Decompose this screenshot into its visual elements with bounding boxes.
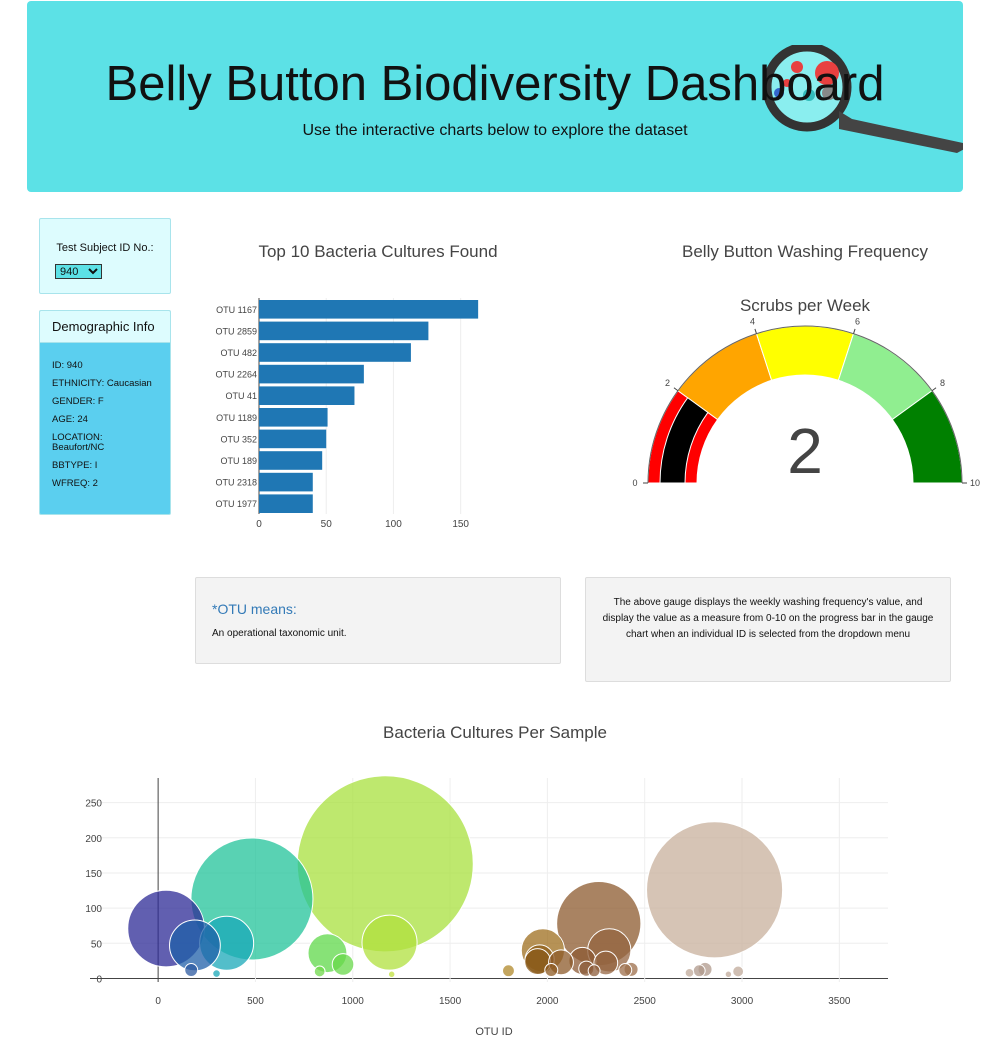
bubble-x-tick: 1000 (342, 996, 365, 1007)
bar (259, 343, 411, 362)
bubble-x-tick: 0 (155, 996, 161, 1007)
bar-x-tick: 0 (256, 519, 262, 530)
gauge-tick-label: 4 (750, 316, 755, 326)
gauge-tick (673, 387, 679, 392)
bar-category-label: OTU 2859 (215, 326, 257, 336)
gauge-note: The above gauge displays the weekly wash… (585, 577, 951, 682)
bar-x-tick: 100 (385, 519, 402, 530)
bubble-point (646, 821, 784, 959)
demo-location: LOCATION: Beaufort/NC (52, 432, 105, 453)
bubble-x-tick: 3000 (731, 996, 754, 1007)
bar-x-tick: 50 (321, 519, 333, 530)
bubble-y-tick: 200 (85, 834, 102, 845)
bar-category-label: OTU 1189 (216, 413, 257, 423)
subject-id-select[interactable]: 940 (55, 264, 102, 279)
subject-selector-panel: Test Subject ID No.: 940 (39, 218, 171, 294)
bar-category-label: OTU 2264 (215, 370, 257, 380)
gauge-value-bar (659, 397, 709, 484)
gauge-value: 2 (787, 415, 823, 487)
bubble-y-tick: 100 (85, 904, 102, 915)
page-title: Belly Button Biodiversity Dashboard (105, 57, 885, 111)
gauge-tick (754, 328, 757, 334)
bubble-chart: Bacteria Cultures Per Sample OTU ID 0 50 1… (85, 723, 888, 1038)
bar (259, 364, 364, 384)
gauge-chart-title: Belly Button Washing Frequency (682, 242, 928, 261)
bubble-point (587, 964, 601, 978)
subject-selector-label: Test Subject ID No.: (56, 242, 154, 254)
bubble-point (387, 970, 396, 979)
bar (259, 429, 327, 449)
bubble-point (724, 970, 733, 979)
gauge-tick-label: 2 (665, 378, 670, 388)
bar-category-label: OTU 189 (220, 456, 257, 466)
bubble-x-tick: 2500 (634, 996, 657, 1007)
magnifier-icon (762, 45, 963, 153)
bubble-y-tick: 250 (85, 799, 102, 810)
bubble-point (313, 965, 326, 978)
gauge-tick-label: 6 (855, 316, 860, 326)
bubble-point (692, 964, 706, 978)
bubble-x-tick: 1500 (439, 996, 462, 1007)
bar-category-label: OTU 482 (220, 348, 257, 358)
gauge-note-text: The above gauge displays the weekly wash… (602, 597, 934, 640)
page-subtitle: Use the interactive charts below to expl… (302, 122, 688, 139)
otu-note-title: *OTU means: (212, 601, 297, 617)
bubble-point (684, 968, 695, 978)
bubble-point (502, 964, 515, 978)
gauge-border (647, 325, 963, 484)
gauge-tick (853, 328, 856, 334)
bubble-y-tick: 150 (85, 869, 102, 880)
bar-category-label: OTU 2318 (215, 478, 257, 488)
bubble-point (184, 963, 199, 978)
demo-gender: GENDER: F (52, 396, 104, 407)
bubble-point (331, 953, 355, 976)
bubble-point (361, 914, 418, 971)
bubble-point (618, 963, 633, 978)
bar-category-label: OTU 352 (220, 434, 257, 444)
bubble-chart-title: Bacteria Cultures Per Sample (383, 723, 607, 742)
bar (259, 321, 429, 341)
bar (259, 472, 313, 492)
gauge-tick (931, 387, 937, 392)
header-banner: Belly Button Biodiversity Dashboard Use … (27, 1, 963, 192)
gauge-chart: Belly Button Washing Frequency Scrubs pe… (632, 242, 980, 488)
bubble-x-axis-label: OTU ID (475, 1026, 512, 1038)
bar-chart-title: Top 10 Bacteria Cultures Found (258, 242, 497, 261)
bubble-y-tick: 50 (91, 939, 103, 950)
bar-x-tick: 150 (452, 519, 469, 530)
gauge-tick-label: 0 (632, 478, 637, 488)
demo-ethnicity: ETHNICITY: Caucasian (52, 378, 152, 389)
demo-age: AGE: 24 (52, 414, 88, 425)
bubble-point (212, 969, 221, 978)
bubble-y-tick: 0 (96, 974, 102, 985)
bar (259, 408, 328, 427)
gauge-tick-label: 10 (970, 478, 980, 488)
demo-wfreq: WFREQ: 2 (52, 478, 98, 489)
demo-id: ID: 940 (52, 360, 83, 371)
bar (259, 300, 479, 319)
bubble-point (544, 963, 559, 978)
bar-category-label: OTU 41 (225, 391, 257, 401)
otu-note: *OTU means: An operational taxonomic uni… (195, 577, 561, 664)
bubble-x-tick: 500 (247, 996, 264, 1007)
bubble-point (169, 919, 221, 972)
bar-category-label: OTU 1977 (215, 499, 257, 509)
gauge-subtitle: Scrubs per Week (740, 296, 871, 315)
gauge-tick-label: 8 (940, 378, 945, 388)
bubble-point (732, 965, 745, 978)
bar-chart: Top 10 Bacteria Cultures Found 0 50 100 150… (215, 242, 497, 530)
bar (259, 451, 323, 470)
demo-bbtype: BBTYPE: I (52, 460, 98, 471)
demographic-title: Demographic Info (40, 311, 170, 343)
otu-note-text: An operational taxonomic unit. (212, 628, 347, 639)
bubble-x-tick: 2000 (536, 996, 559, 1007)
bar-category-label: OTU 1167 (216, 305, 257, 315)
bar (259, 386, 355, 405)
gauge-step (755, 325, 855, 381)
bar (259, 494, 313, 513)
demographic-panel: Demographic Info ID: 940 ETHNICITY: Cauc… (39, 310, 171, 515)
bubble-x-tick: 3500 (828, 996, 851, 1007)
